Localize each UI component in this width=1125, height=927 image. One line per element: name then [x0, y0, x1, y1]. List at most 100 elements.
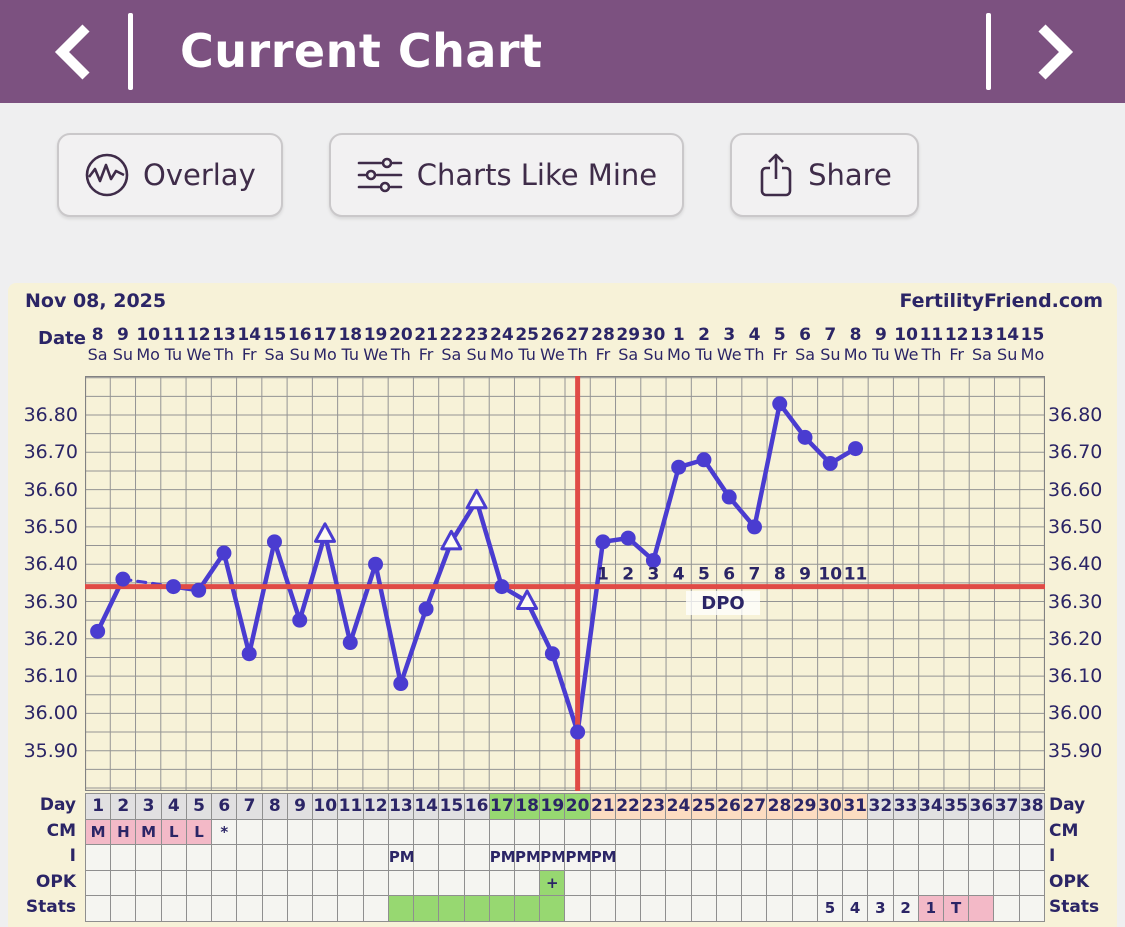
share-button[interactable]: Share	[730, 133, 919, 217]
table-cell	[767, 819, 793, 846]
table-cell: *	[212, 819, 238, 846]
table-cell: 19	[540, 794, 566, 820]
temp-point-open[interactable]	[465, 488, 488, 510]
table-cell: 20	[565, 794, 591, 820]
temp-line-segment	[474, 498, 505, 589]
table-cell	[161, 896, 187, 922]
table-cell	[237, 870, 263, 897]
table-cell: 31	[843, 794, 869, 820]
table-cell	[641, 819, 667, 846]
table-cell	[388, 819, 415, 846]
table-cell	[943, 870, 970, 897]
weekday-cell: Th	[214, 345, 234, 364]
table-cell	[363, 896, 389, 922]
weekday-cell: Mo	[136, 345, 160, 364]
temp-point[interactable]	[418, 601, 434, 617]
temp-point[interactable]	[191, 582, 207, 598]
back-chevron-icon[interactable]	[52, 23, 96, 81]
table-cell	[691, 819, 717, 846]
table-cell	[514, 819, 541, 846]
weekday-cell: We	[716, 345, 742, 364]
temp-point[interactable]	[216, 545, 232, 561]
temp-point[interactable]	[266, 534, 282, 550]
temp-point[interactable]	[797, 429, 813, 445]
temp-point[interactable]	[671, 459, 687, 475]
temp-point[interactable]	[721, 489, 737, 505]
temp-point[interactable]	[848, 441, 864, 457]
table-cell	[338, 896, 364, 922]
date-cell: 10	[136, 325, 160, 345]
date-cell: 17	[313, 325, 337, 345]
weekday-cell: Fr	[595, 345, 611, 364]
temp-tick-label: 36.70	[1048, 441, 1103, 464]
temp-point-open[interactable]	[440, 529, 463, 551]
table-cell	[691, 845, 717, 871]
temp-point-open[interactable]	[314, 522, 336, 543]
table-cell	[817, 845, 844, 871]
row-label-day: Day	[39, 795, 76, 815]
table-cell: 4	[161, 794, 187, 820]
table-cell	[666, 845, 692, 871]
table-cell	[464, 870, 490, 897]
weekday-row: Sa Su Mo Tu We Th Fr Sa Su Mo Tu We Th Fr Sa Su Mo Tu We Th…	[85, 345, 1045, 364]
table-cell: 15	[439, 794, 465, 820]
overlay-button[interactable]: Overlay	[57, 133, 283, 217]
weekday-cell: Su	[643, 345, 664, 364]
table-cell	[943, 845, 970, 871]
row-label-day: Day	[1049, 795, 1086, 815]
table-cell	[262, 819, 288, 846]
weekday-cell: Fr	[772, 345, 788, 364]
table-cell	[489, 896, 515, 922]
temp-point[interactable]	[494, 579, 510, 595]
temp-point[interactable]	[342, 635, 358, 651]
temp-point[interactable]	[544, 646, 560, 662]
table-cell: 35	[943, 794, 970, 820]
weekday-cell: Th	[744, 345, 765, 364]
temp-point[interactable]	[115, 571, 131, 587]
weekday-cell: Th	[567, 345, 588, 364]
temp-point[interactable]	[772, 396, 788, 412]
temp-point[interactable]	[822, 455, 838, 471]
brand-link[interactable]: FertilityFriend.com	[899, 290, 1103, 312]
temp-point[interactable]	[570, 724, 586, 740]
temp-point[interactable]	[165, 579, 181, 595]
temp-point[interactable]	[620, 530, 636, 546]
table-cell	[792, 896, 818, 922]
table-cell	[615, 819, 642, 846]
table-cell	[641, 870, 667, 897]
temp-point[interactable]	[241, 646, 257, 662]
temp-point[interactable]	[368, 556, 384, 572]
forward-chevron-icon[interactable]	[1032, 23, 1076, 81]
table-cell: L	[161, 819, 187, 846]
date-cell: 15	[1020, 325, 1045, 345]
temp-point[interactable]	[292, 612, 308, 628]
table-cell: PM	[514, 845, 541, 871]
table-cell	[843, 845, 869, 871]
table-cell	[792, 819, 818, 846]
table-cell	[388, 870, 415, 897]
table-cell	[414, 819, 440, 846]
temp-point[interactable]	[90, 623, 106, 639]
table-cell: 17	[489, 794, 515, 820]
row-label-cm: CM	[1049, 820, 1079, 841]
table-cell	[338, 845, 364, 871]
dpo-label-bg	[686, 591, 760, 615]
temp-point[interactable]	[645, 552, 661, 568]
table-cell: 4	[843, 896, 869, 922]
table-cell	[742, 896, 768, 922]
temp-point[interactable]	[393, 676, 409, 692]
temp-point[interactable]	[595, 534, 611, 550]
table-cell: 3	[868, 896, 894, 922]
temp-point[interactable]	[696, 452, 712, 468]
table-cell: 12	[363, 794, 389, 820]
table-row: PM PM PM PM PM PM	[86, 845, 1045, 871]
table-cell	[969, 896, 995, 922]
temp-point-open[interactable]	[516, 589, 539, 610]
table-cell: 22	[615, 794, 642, 820]
charts-like-mine-button[interactable]: Charts Like Mine	[328, 133, 685, 217]
share-icon	[760, 153, 792, 197]
date-cell: 28	[591, 325, 615, 345]
plot-border	[85, 376, 1045, 791]
temp-point[interactable]	[746, 519, 762, 535]
bbt-plot: 1 2 3 4 5 6 7 8 9 10 11 DPO	[85, 376, 1045, 791]
